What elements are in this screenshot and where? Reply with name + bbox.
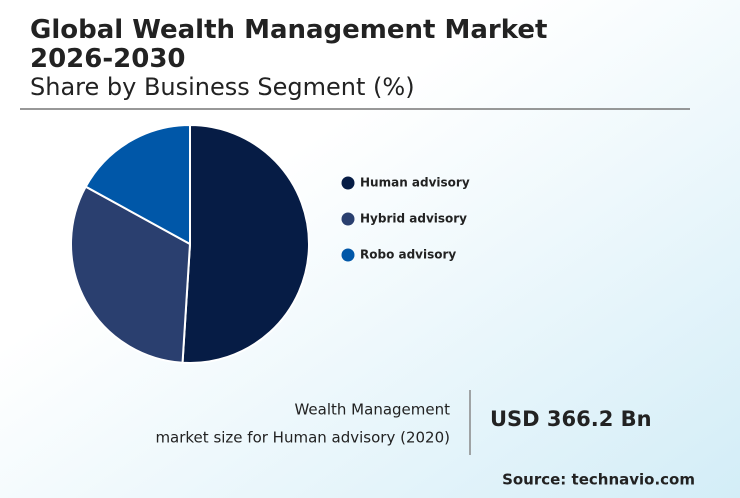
info-label: Wealth Management — [294, 401, 450, 419]
legend-marker — [341, 248, 355, 262]
pie-slice — [84, 123, 191, 246]
title-line: 2026-2030 — [30, 44, 186, 74]
info-label: market size for Human advisory (2020) — [155, 429, 450, 447]
legend-label: Human advisory — [360, 176, 470, 190]
chart-subtitle: Share by Business Segment (%) — [30, 73, 415, 101]
source: Source: technavio.com — [502, 471, 695, 489]
legend-label: Robo advisory — [360, 248, 456, 262]
info-value: USD 366.2 Bn — [490, 407, 652, 431]
title-line: Global Wealth Management Market — [30, 15, 547, 45]
chart-title: Global Wealth Management Market 2026-2030 — [30, 15, 547, 74]
pie-slice — [70, 185, 192, 364]
pie-slice — [181, 123, 310, 364]
legend-label: Hybrid advisory — [360, 212, 467, 226]
legend-marker — [341, 212, 355, 226]
legend-marker — [341, 176, 355, 190]
